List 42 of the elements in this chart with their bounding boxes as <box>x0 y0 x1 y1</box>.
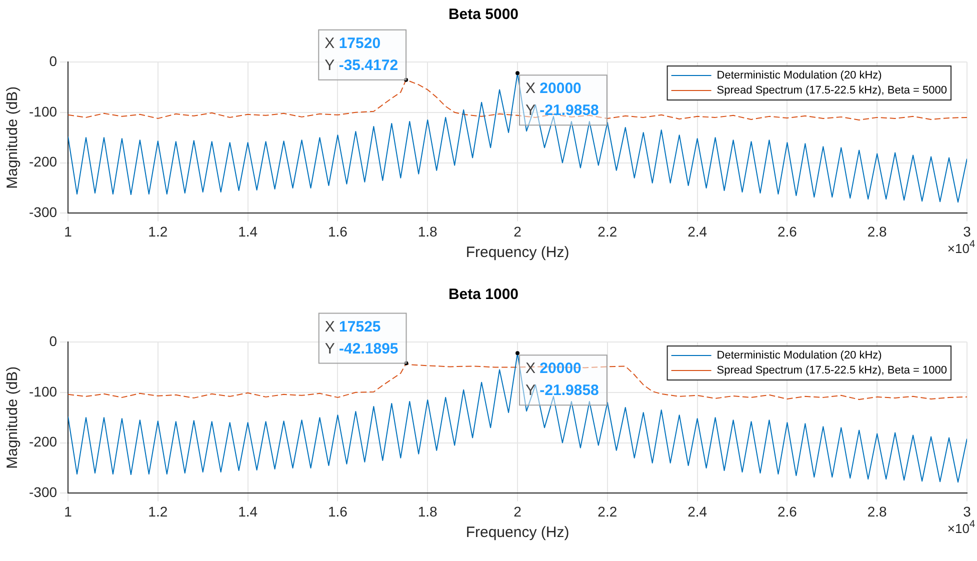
legend-label: Deterministic Modulation (20 kHz) <box>716 350 882 362</box>
legend-label: Spread Spectrum (17.5-22.5 kHz), Beta = 5000 <box>716 84 948 97</box>
legend-label: Spread Spectrum (17.5-22.5 kHz), Beta = 1000 <box>716 364 948 377</box>
x-tick-label: 2.4 <box>688 503 708 520</box>
y-axis-title: Magnitude (dB) <box>4 86 22 189</box>
y-tick-label: 0 <box>49 332 58 349</box>
x-tick-label: 1.4 <box>238 503 258 520</box>
annotation: X 17525 Y -42.1895 <box>324 318 398 358</box>
x-axis-title: Frequency (Hz) <box>466 524 570 542</box>
x-tick-label: 2.6 <box>777 503 798 520</box>
x-tick-label: 2.2 <box>598 503 618 520</box>
x-tick-label: 2.6 <box>777 223 798 240</box>
x-tick-label: 1.6 <box>328 223 348 240</box>
x-tick-label: 1.4 <box>238 223 258 240</box>
y-tick-label: -300 <box>28 484 58 500</box>
chart-title: Beta 5000 <box>448 6 519 24</box>
annotation: X 17520 Y -35.4172 <box>324 34 398 74</box>
y-tick-label: -100 <box>28 383 58 400</box>
x-tick-label: 1 <box>64 503 72 520</box>
x-tick-label: 3 <box>963 223 972 240</box>
x-tick-label: 1.6 <box>328 503 348 520</box>
x-tick-label: 1.8 <box>418 223 438 240</box>
x-tick-label: 2.4 <box>688 223 708 240</box>
x-tick-label: 1.2 <box>148 223 168 240</box>
x-tick-label: 2.8 <box>867 223 888 240</box>
chart-title: Beta 1000 <box>448 286 519 304</box>
x-tick-label: 3 <box>963 503 972 520</box>
x-tick-label: 1.2 <box>148 503 168 520</box>
y-tick-label: 0 <box>49 52 58 69</box>
x-axis-title: Frequency (Hz) <box>466 244 570 262</box>
y-tick-label: -100 <box>28 103 58 120</box>
y-tick-label: -200 <box>28 434 58 450</box>
x-tick-label: 1 <box>64 223 72 240</box>
y-tick-label: -200 <box>28 154 58 170</box>
x-tick-label: 2.2 <box>598 223 618 240</box>
x-tick-label: 2.8 <box>867 503 888 520</box>
y-axis-title: Magnitude (dB) <box>4 366 22 469</box>
y-tick-label: -300 <box>28 204 58 220</box>
x-tick-label: 2 <box>514 223 522 240</box>
legend-label: Deterministic Modulation (20 kHz) <box>716 70 882 82</box>
x-tick-label: 2 <box>514 503 522 520</box>
x-tick-label: 1.8 <box>418 503 438 520</box>
